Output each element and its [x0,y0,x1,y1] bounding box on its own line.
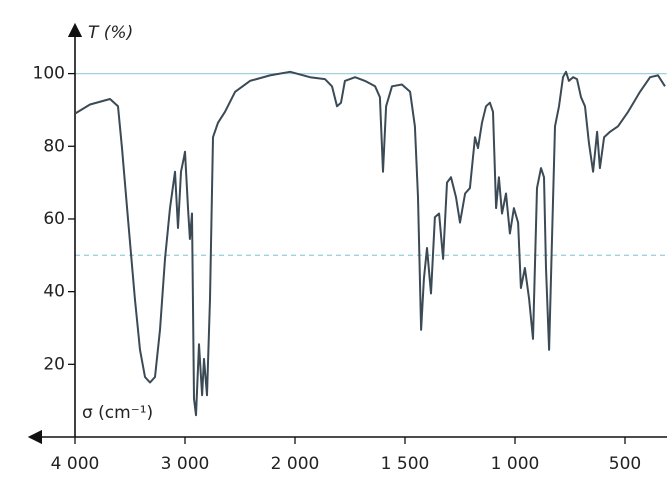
y-tick-label: 100 [33,64,65,84]
x-tick-label: 3 000 [161,454,210,474]
y-tick-label: 60 [43,209,65,229]
y-tick-label: 20 [43,354,65,374]
x-axis-label: σ (cm⁻¹) [82,403,153,423]
y-tick-label: 80 [43,136,65,156]
y-axis-label: T (%) [88,23,133,43]
x-tick-label: 1 000 [491,454,540,474]
spectrum-line [74,70,666,417]
x-tick-label: 500 [609,454,641,474]
x-tick-label: 4 000 [51,454,100,474]
x-tick-label: 1 500 [381,454,430,474]
x-tick-label: 2 000 [271,454,320,474]
y-tick-label: 40 [43,282,65,302]
